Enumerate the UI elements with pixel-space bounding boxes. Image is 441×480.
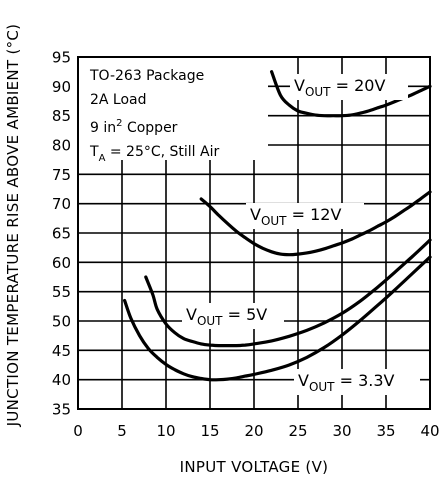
series-label-backing xyxy=(290,74,408,100)
x-tick-label: 40 xyxy=(420,422,439,440)
y-axis-title: JUNCTION TEMPERATURE RISE ABOVE AMBIENT … xyxy=(4,24,22,428)
y-tick-label: 45 xyxy=(52,342,71,360)
series-label-vout-3-3v: VOUT = 3.3V xyxy=(298,371,395,394)
series-line-vout-5v xyxy=(144,238,432,348)
y-tick-label: 85 xyxy=(52,107,71,125)
series-line-vout-12v xyxy=(199,190,432,257)
y-tick-label: 35 xyxy=(52,401,71,419)
series-label-backing xyxy=(294,369,420,395)
plot-border xyxy=(77,56,431,410)
annotation-line: 9 in2 Copper xyxy=(90,118,178,136)
y-tick-label: 70 xyxy=(52,195,71,213)
series-label-vout-20v: VOUT = 20V xyxy=(294,76,385,99)
series-label-backing xyxy=(246,203,364,229)
series-label-vout-12v: VOUT = 12V xyxy=(250,205,341,228)
series-label-vout-5v: VOUT = 5V xyxy=(186,305,267,328)
x-tick-label: 10 xyxy=(156,422,175,440)
y-tick-label: 95 xyxy=(52,49,71,67)
plot-frame xyxy=(77,56,431,410)
x-tick-label: 20 xyxy=(244,422,263,440)
annotation-box: TO-263 Package 2A Load 9 in2 Copper TA = 25… xyxy=(89,68,219,164)
series-labels: VOUT = 20V VOUT = 12V VOUT = 5V VOUT = 3.3V xyxy=(182,74,420,395)
annotation-line: TO-263 Package xyxy=(89,68,204,84)
y-tick-label: 40 xyxy=(52,371,71,389)
y-tick-label: 80 xyxy=(52,137,71,155)
y-tick-label: 90 xyxy=(52,78,71,96)
series-line-vout-3-3v xyxy=(123,255,432,382)
x-tick-label: 15 xyxy=(200,422,219,440)
y-tick-label: 75 xyxy=(52,166,71,184)
annotation-line: 2A Load xyxy=(90,92,147,108)
annotation-line: TA = 25°C, Still Air xyxy=(89,144,219,164)
y-tick-label: 60 xyxy=(52,254,71,272)
x-tick-label: 0 xyxy=(73,422,83,440)
series-label-backing xyxy=(182,303,284,329)
x-tick-label: 5 xyxy=(117,422,127,440)
y-tick-label: 55 xyxy=(52,283,71,301)
x-tick-label: 25 xyxy=(288,422,307,440)
y-tick-label: 65 xyxy=(52,225,71,243)
x-tick-label: 35 xyxy=(376,422,395,440)
x-axis-title: INPUT VOLTAGE (V) xyxy=(180,458,329,476)
tick-labels: 0 5 10 15 20 25 30 35 40 35 40 45 50 55 60 65 70 75 80 85 90… xyxy=(52,49,440,441)
grid xyxy=(78,57,430,409)
x-tick-label: 30 xyxy=(332,422,351,440)
y-tick-label: 50 xyxy=(52,313,71,331)
